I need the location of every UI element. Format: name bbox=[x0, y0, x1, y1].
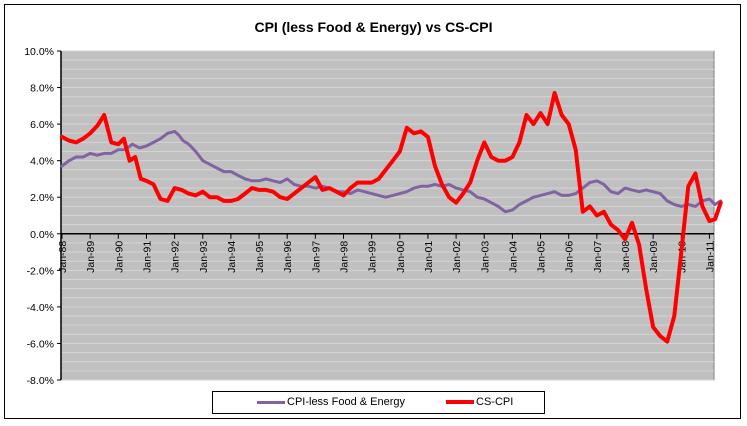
y-tick-label: 10.0% bbox=[24, 46, 54, 58]
x-tick-label: Jan-05 bbox=[536, 241, 548, 273]
y-tick-label: -6.0% bbox=[27, 338, 54, 350]
x-tick-label: Jan-90 bbox=[113, 241, 125, 273]
x-tick-label: Jan-98 bbox=[339, 241, 351, 273]
legend-item-cs-cpi: CS-CPI bbox=[446, 396, 513, 408]
legend-label: CPI-less Food & Energy bbox=[287, 396, 405, 408]
y-tick-label: -8.0% bbox=[27, 375, 54, 387]
y-tick-label: 0.0% bbox=[30, 229, 54, 241]
series-group bbox=[60, 91, 723, 344]
x-tick-label: Jan-94 bbox=[226, 241, 238, 273]
y-axis: 10.0% 8.0% 6.0% 4.0% 2.0% 0.0% -2.0% -4.0% -6.0%… bbox=[24, 46, 62, 387]
x-tick-label: Jan-11 bbox=[704, 241, 716, 272]
x-tick-label: Jan-99 bbox=[367, 241, 379, 273]
y-tick-label: 8.0% bbox=[30, 83, 54, 95]
legend-item-cpi-less-food-energy: CPI-less Food & Energy bbox=[257, 396, 405, 408]
x-tick-label: Jan-93 bbox=[198, 241, 210, 273]
x-tick-label: Jan-92 bbox=[170, 241, 182, 273]
gridlines bbox=[61, 50, 714, 381]
x-tick-label: Jan-04 bbox=[507, 241, 519, 273]
series-line-cs-cpi bbox=[60, 91, 723, 344]
x-tick-label: Jan-02 bbox=[451, 241, 463, 273]
y-tick-label: -4.0% bbox=[27, 302, 54, 314]
legend-swatch-purple-line bbox=[257, 400, 285, 404]
x-tick-label: Jan-00 bbox=[395, 241, 407, 273]
legend-swatch-red-line bbox=[446, 400, 474, 404]
x-tick-label: Jan-89 bbox=[85, 241, 97, 273]
x-tick-label: Jan-06 bbox=[564, 241, 576, 273]
x-tick-label: Jan-09 bbox=[648, 241, 660, 273]
x-tick-label: Jan-96 bbox=[282, 241, 294, 273]
x-tick-label: Jan-95 bbox=[254, 241, 266, 273]
legend-label: CS-CPI bbox=[476, 396, 514, 408]
x-tick-label: Jan-01 bbox=[423, 241, 435, 273]
y-tick-label: 6.0% bbox=[30, 119, 54, 131]
x-tick-label: Jan-08 bbox=[620, 241, 632, 273]
y-tick-label: -2.0% bbox=[27, 265, 54, 277]
legend: CPI-less Food & Energy CS-CPI bbox=[212, 391, 545, 414]
x-tick-label: Jan-97 bbox=[310, 241, 322, 273]
x-tick-label: Jan-88 bbox=[57, 241, 69, 273]
y-tick-label: 2.0% bbox=[30, 192, 54, 204]
chart-title: CPI (less Food & Energy) vs CS-CPI bbox=[254, 19, 493, 35]
x-tick-label: Jan-03 bbox=[479, 241, 491, 273]
y-tick-label: 4.0% bbox=[30, 156, 54, 168]
x-tick-label: Jan-07 bbox=[592, 241, 604, 273]
series-line-cpi-less-food-energy bbox=[60, 129, 723, 214]
x-tick-label: Jan-91 bbox=[141, 241, 153, 273]
